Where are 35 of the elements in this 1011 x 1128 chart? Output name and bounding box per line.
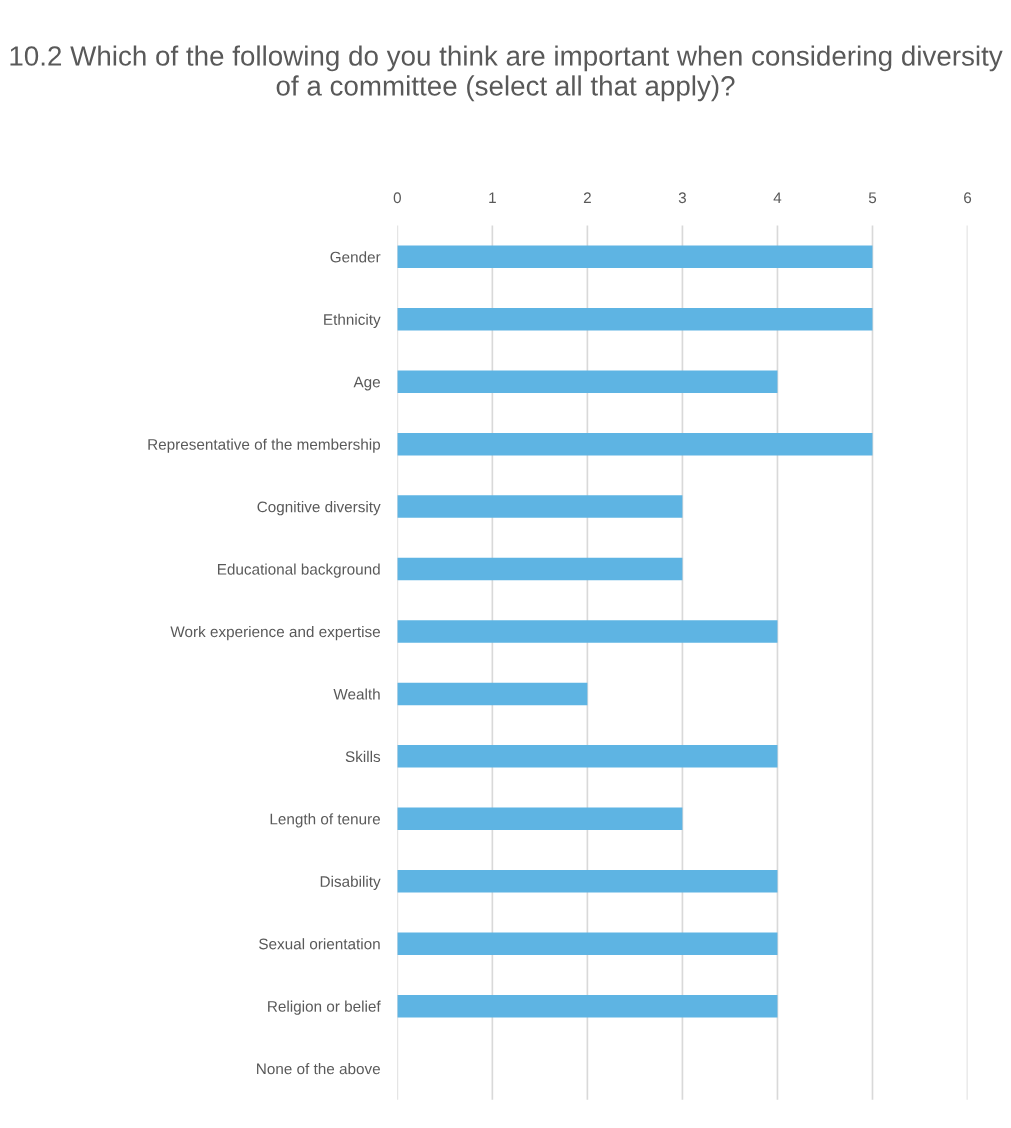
x-tick-label: 0	[393, 192, 401, 204]
y-tick-label: Disability	[320, 875, 381, 890]
x-tick-label: 4	[773, 192, 782, 203]
y-tick-label: Representative of the membership	[148, 438, 381, 453]
y-tick-label: Wealth	[333, 688, 380, 700]
y-tick-label: None of the above	[257, 1063, 380, 1075]
bar	[397, 308, 873, 331]
bar	[397, 620, 778, 643]
y-tick-label: Religion or belief	[268, 1000, 381, 1015]
y-tick-label: Age	[353, 376, 380, 391]
y-tick-label: Ethnicity	[324, 313, 381, 328]
y-tick-label: Length of tenure	[270, 813, 380, 828]
chart-title: 10.2 Which of the following do you think are important when considering diversity of a committee (select all that apply)?	[10, 45, 1003, 102]
x-tick-label: 2	[583, 192, 591, 203]
bar	[397, 807, 683, 831]
bar	[397, 245, 873, 269]
x-tick-label: 5	[868, 192, 877, 204]
y-tick-label: Gender	[330, 251, 381, 263]
y-tick-label: Skills	[345, 750, 381, 763]
bar	[397, 932, 778, 955]
x-tick-label: 6	[964, 192, 972, 204]
y-tick-label: Educational background	[217, 563, 380, 578]
x-tick-label: 3	[678, 192, 686, 204]
bar	[397, 870, 778, 893]
bar	[397, 745, 778, 768]
y-tick-label: Cognitive diversity	[257, 501, 381, 516]
bar	[397, 682, 588, 706]
y-tick-label: Sexual orientation	[259, 938, 380, 950]
y-tick-label: Work experience and expertise	[170, 625, 380, 641]
bar	[397, 994, 778, 1018]
bar	[397, 432, 873, 456]
bar	[397, 495, 683, 518]
x-tick-label: 1	[489, 192, 496, 203]
bar	[397, 370, 778, 393]
bar	[397, 557, 683, 581]
